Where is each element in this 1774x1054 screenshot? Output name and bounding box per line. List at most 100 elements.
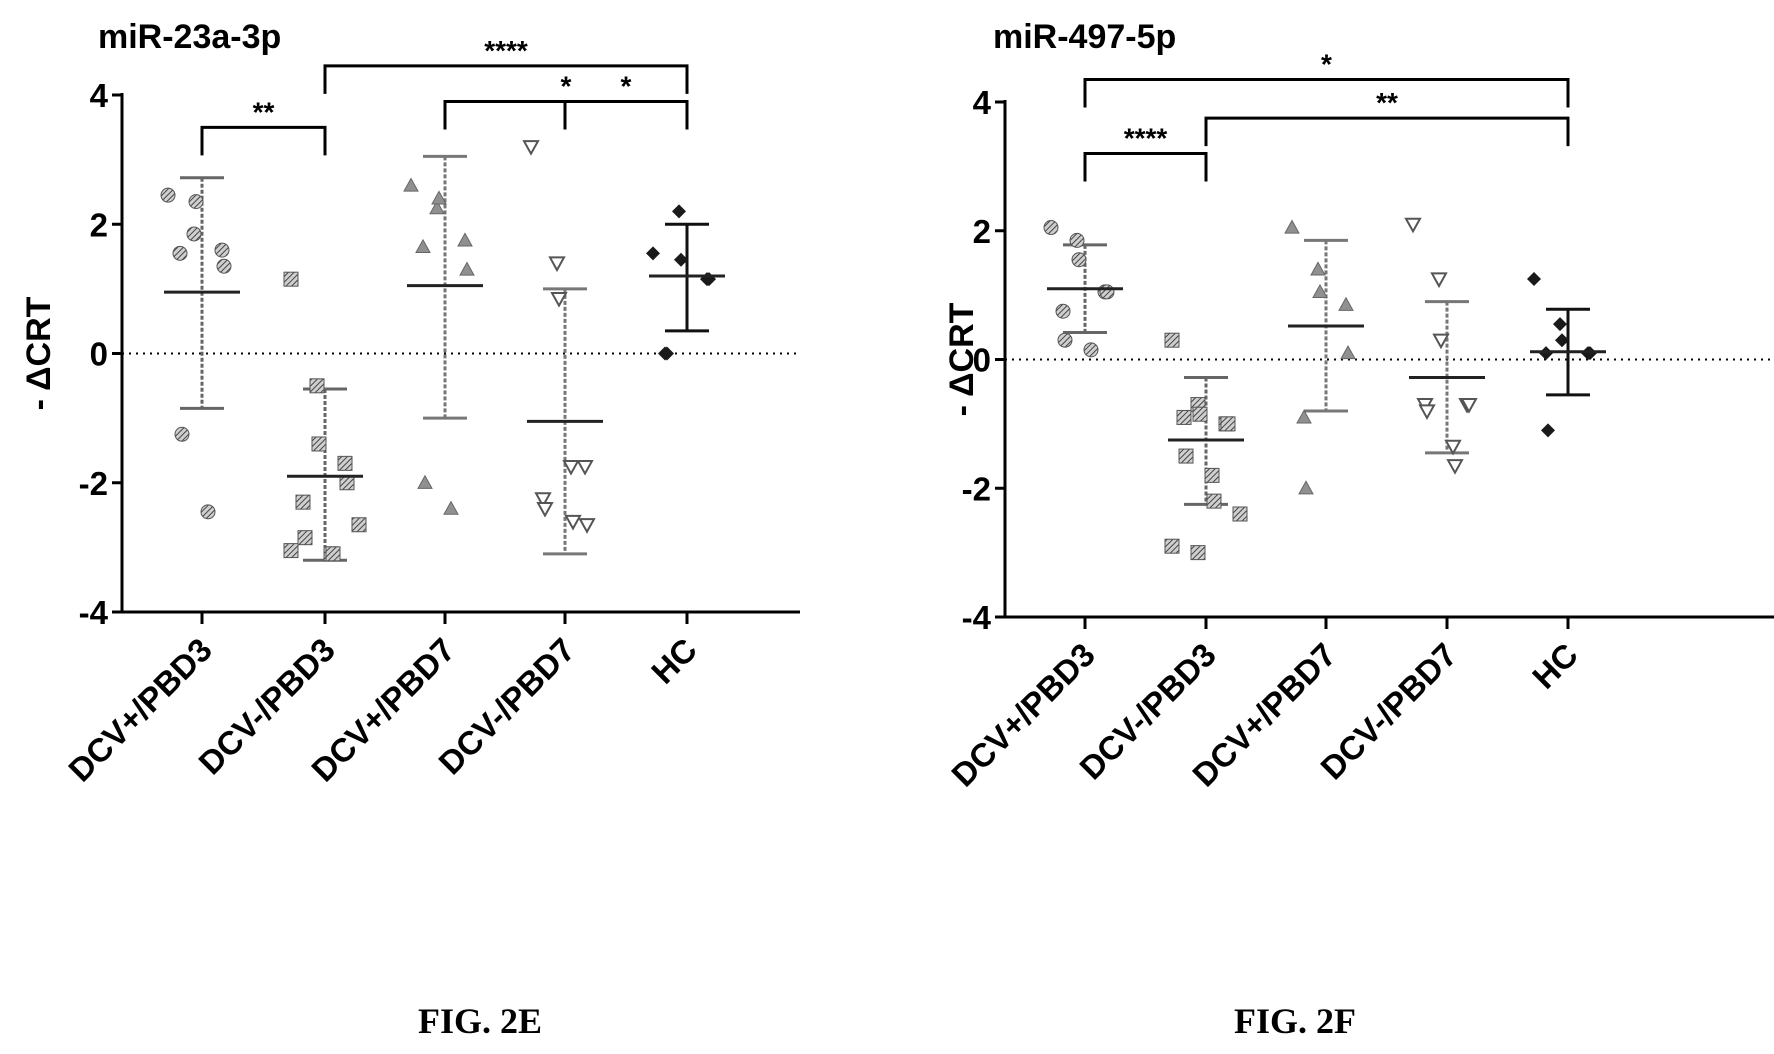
data-point — [1071, 252, 1087, 268]
x-tick-label: HC — [644, 631, 704, 691]
y-tick-label: -4 — [962, 599, 992, 636]
data-point — [283, 543, 299, 559]
data-point — [1055, 303, 1071, 319]
y-tick-label: 0 — [90, 336, 108, 373]
data-point — [1204, 467, 1220, 483]
data-point — [1206, 493, 1222, 509]
series-group-1 — [283, 271, 367, 562]
data-point — [1460, 397, 1478, 414]
significance-bracket: **** — [323, 35, 689, 94]
significance-bracket: * — [1083, 48, 1570, 108]
series-group-1 — [1164, 332, 1248, 561]
data-point — [1338, 296, 1354, 311]
data-point — [550, 291, 568, 308]
y-axis-label: - ΔCRT — [20, 296, 58, 410]
significance-bracket: ** — [1204, 87, 1570, 147]
y-tick-label: -2 — [962, 470, 991, 507]
significance-label: **** — [1124, 123, 1168, 154]
data-point — [1298, 480, 1314, 495]
data-point — [325, 546, 341, 562]
data-point — [1446, 459, 1464, 475]
data-point — [339, 475, 355, 491]
data-point — [1178, 448, 1194, 464]
data-point — [188, 194, 204, 210]
data-point — [172, 245, 188, 261]
y-tick-label: 4 — [973, 84, 992, 121]
y-tick-label: 0 — [973, 342, 991, 379]
data-point — [1069, 232, 1085, 248]
data-point — [297, 530, 313, 546]
y-tick-label: -2 — [79, 465, 108, 502]
series-group-3 — [522, 140, 603, 556]
significance-label: * — [561, 70, 572, 101]
data-point — [1553, 317, 1567, 332]
data-point — [186, 226, 202, 242]
figure-label-right: FIG. 2F — [1234, 1001, 1356, 1041]
data-point — [534, 492, 552, 508]
chart-panel-right: miR-497-5p - ΔCRT -4 -2 0 2 4 DCV+/PBD3 DCV-/PBD… — [887, 0, 1774, 1054]
x-tick-label: DCV+/PBD3 — [944, 636, 1102, 794]
data-point — [1555, 333, 1569, 348]
data-point — [1043, 220, 1059, 236]
chart-title: miR-497-5p — [993, 18, 1176, 56]
y-tick-label: 4 — [90, 77, 109, 114]
data-point — [417, 474, 433, 489]
data-point — [1430, 272, 1448, 289]
series-group-4 — [646, 204, 725, 361]
data-point — [216, 258, 232, 274]
data-point — [536, 502, 554, 518]
significance-label: ** — [253, 96, 275, 127]
data-point — [1164, 538, 1180, 554]
chart-left: miR-23a-3p- ΔCRT-4-2024DCV+/PBD3DCV-/PBD… — [20, 18, 800, 789]
data-point — [309, 378, 325, 394]
data-point — [1164, 332, 1180, 348]
data-point — [1296, 409, 1312, 424]
data-point — [1190, 545, 1206, 561]
data-point — [1444, 439, 1462, 456]
data-point — [459, 261, 475, 276]
data-point — [1284, 219, 1300, 234]
data-point — [457, 232, 473, 247]
data-point — [295, 494, 311, 510]
data-point — [1310, 261, 1326, 276]
data-point — [1192, 406, 1208, 422]
data-point — [548, 256, 566, 273]
y-tick-label: 2 — [973, 213, 991, 250]
significance-label: * — [621, 70, 632, 101]
significance-bracket: **** — [1083, 123, 1208, 182]
data-point — [1083, 342, 1099, 358]
x-tick-label: DCV+/PBD3 — [61, 631, 219, 789]
significance-label: **** — [484, 35, 528, 66]
data-point — [200, 504, 216, 520]
data-point — [522, 140, 540, 156]
data-point — [562, 459, 580, 476]
data-point — [429, 200, 445, 215]
series-group-3 — [1404, 217, 1485, 475]
right-chart-body: miR-497-5p- ΔCRT-4-2024DCV+/PBD3DCV-/PBD… — [943, 18, 1774, 794]
significance-label: ** — [1376, 87, 1398, 118]
data-point — [1220, 416, 1236, 432]
y-tick-label: -4 — [79, 594, 109, 631]
data-point — [1099, 284, 1115, 300]
data-point — [1340, 345, 1356, 360]
data-point — [1432, 333, 1450, 350]
chart-title: miR-23a-3p — [98, 18, 281, 56]
series-group-0 — [1043, 220, 1123, 358]
data-point — [214, 242, 230, 258]
data-point — [576, 459, 594, 476]
data-point — [672, 204, 686, 219]
data-point — [443, 500, 459, 515]
data-point — [283, 271, 299, 287]
data-point — [702, 272, 716, 287]
significance-label: * — [1321, 48, 1332, 79]
significance-bracket: * — [563, 70, 689, 130]
chart-panel-left: miR-23a-3p - ΔCRT -4 -2 0 2 4 DCV+/PBD3 DCV-/PBD… — [20, 18, 800, 1041]
data-point — [311, 436, 327, 452]
data-point — [415, 238, 431, 253]
y-axis-label: - ΔCRT — [943, 302, 981, 416]
data-point — [1176, 409, 1192, 425]
series-group-4 — [1527, 272, 1606, 438]
chart-right: miR-497-5p- ΔCRT-4-2024DCV+/PBD3DCV-/PBD… — [943, 18, 1774, 794]
data-point — [351, 517, 367, 533]
data-point — [403, 177, 419, 192]
